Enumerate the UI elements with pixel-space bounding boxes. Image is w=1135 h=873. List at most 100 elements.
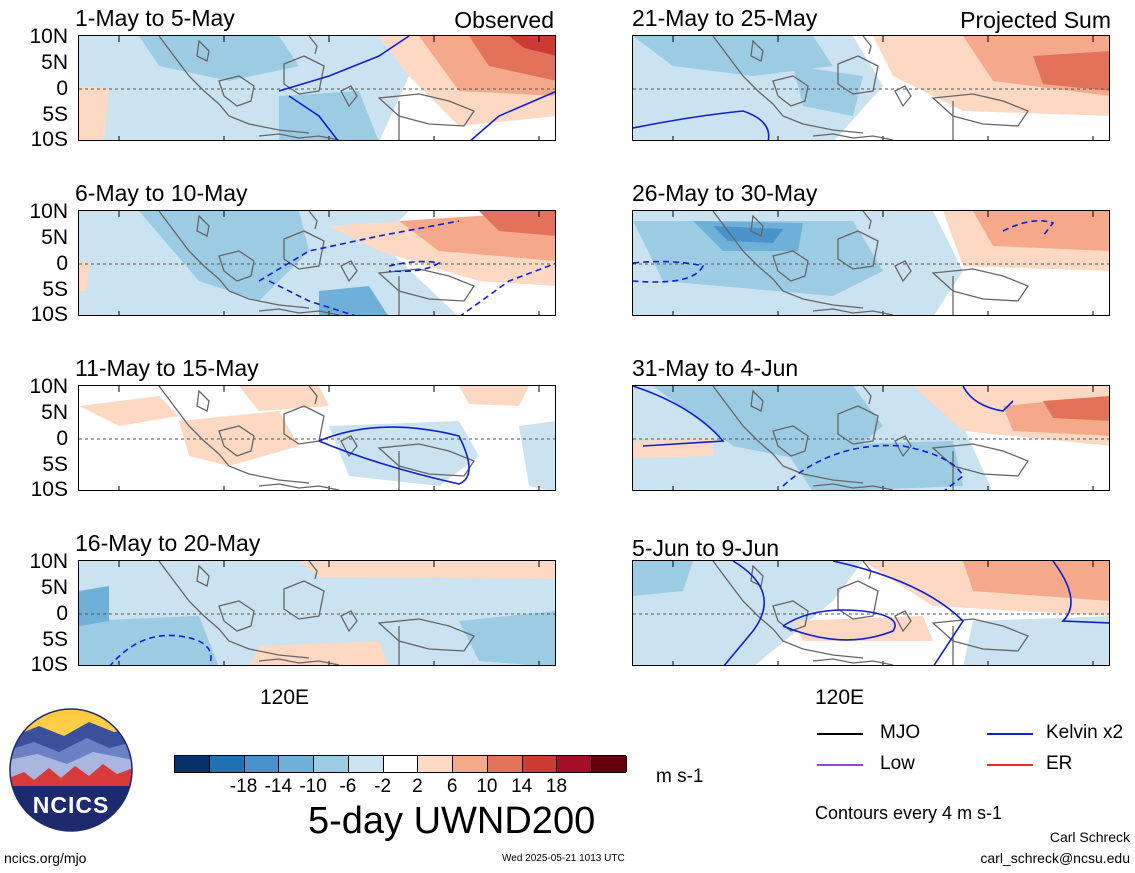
kelvin-contour xyxy=(723,561,765,665)
footer-timestamp: Wed 2025-05-21 1013 UTC xyxy=(502,853,625,864)
coastline xyxy=(283,55,325,95)
colorbar-tick-label: 2 xyxy=(412,776,423,797)
kelvin-contour xyxy=(288,95,339,140)
panel-title-4: 16-May to 20-May xyxy=(75,530,261,556)
coastline xyxy=(894,610,912,633)
kelvin-contour xyxy=(1052,561,1109,624)
kelvin-contour xyxy=(268,280,356,315)
colorbar-swatch xyxy=(453,756,488,772)
kelvin-contour xyxy=(460,262,555,315)
map-graphic xyxy=(633,36,1109,140)
map-graphic xyxy=(79,561,555,665)
wind-anomaly-shading xyxy=(973,211,1109,251)
coastline xyxy=(712,211,864,309)
colorbar-swatch xyxy=(557,756,593,772)
colorbar-tick-label: 6 xyxy=(446,776,458,797)
kelvin-contour xyxy=(318,426,470,485)
colorbar-swatch xyxy=(592,756,627,772)
coastline xyxy=(158,211,310,309)
wind-anomaly-shading xyxy=(1043,396,1109,421)
colorbar-swatch xyxy=(487,756,523,772)
coastline xyxy=(812,658,894,665)
wind-anomaly-shading xyxy=(279,91,379,140)
wind-anomaly-shading xyxy=(963,561,1109,601)
panel-title-7: 31-May to 4-Jun xyxy=(632,355,799,381)
wind-anomaly-shading xyxy=(963,616,1109,665)
coastline xyxy=(258,308,340,315)
legend-line-kelvin xyxy=(987,733,1033,735)
colorbar xyxy=(174,755,627,773)
wind-anomaly-shading xyxy=(179,411,299,466)
legend-line-mjo xyxy=(817,733,863,735)
kelvin-contour xyxy=(633,386,725,447)
legend-line-er xyxy=(987,764,1033,766)
coastline xyxy=(931,618,1029,652)
legend-label-low: Low xyxy=(880,753,915,774)
lon-label-right: 120E xyxy=(815,686,865,709)
colorbar-swatch xyxy=(314,756,349,772)
colorbar-tick-label: -10 xyxy=(299,776,327,797)
coastline xyxy=(837,580,879,620)
kelvin-contour xyxy=(278,36,410,92)
wind-anomaly-shading xyxy=(633,36,833,76)
wind-anomaly-shading xyxy=(459,611,555,665)
coastline xyxy=(308,561,318,580)
wind-anomaly-shading xyxy=(783,441,963,490)
colorbar-tick-label: -18 xyxy=(229,776,258,797)
colorbar-tick-label: -14 xyxy=(264,776,293,797)
panel-title-8: 5-Jun to 9-Jun xyxy=(632,535,780,561)
coastline xyxy=(196,389,210,412)
colorbar-swatch xyxy=(175,756,210,772)
coastline xyxy=(196,214,210,237)
legend-label-er: ER xyxy=(1046,753,1073,774)
wind-anomaly-shading xyxy=(479,211,555,236)
footer-author: Carl Schreck xyxy=(1049,829,1130,845)
kelvin-contour xyxy=(962,386,1014,412)
kelvin-contour xyxy=(782,444,965,490)
wind-anomaly-shading xyxy=(509,36,555,56)
coastline xyxy=(196,564,210,587)
wind-anomaly-shading xyxy=(519,421,555,490)
wind-anomaly-shading xyxy=(793,66,863,116)
coastline xyxy=(772,75,809,107)
panel-title-1: 1-May to 5-May xyxy=(75,5,235,31)
coastline xyxy=(862,36,872,55)
coastline xyxy=(218,250,255,282)
wind-anomaly-shading xyxy=(79,396,179,426)
wind-anomaly-shading xyxy=(79,616,219,665)
coastline xyxy=(258,483,340,490)
map-panel-6 xyxy=(632,210,1110,316)
map-graphic xyxy=(79,386,555,490)
map-panel-3 xyxy=(78,385,556,491)
coastline xyxy=(218,75,255,107)
map-panel-2 xyxy=(78,210,556,316)
footer-email: carl_schreck@ncsu.edu xyxy=(980,850,1130,866)
colorbar-swatch xyxy=(348,756,384,772)
wind-anomaly-shading xyxy=(633,561,693,596)
colorbar-tick-label: -6 xyxy=(339,776,357,797)
wind-anomaly-shading xyxy=(633,561,863,665)
map-graphic xyxy=(633,386,1109,490)
wind-anomaly-shading xyxy=(299,561,555,579)
projected-sum-tag: Projected Sum xyxy=(960,7,1111,33)
wind-anomaly-shading xyxy=(319,286,388,315)
coastline xyxy=(258,658,340,665)
coastline xyxy=(712,386,864,484)
footer-url[interactable]: ncics.org/mjo xyxy=(4,850,87,866)
kelvin-contour xyxy=(470,90,555,140)
wind-anomaly-shading xyxy=(79,261,89,291)
wind-anomaly-shading xyxy=(139,211,309,301)
wind-anomaly-shading xyxy=(459,386,529,406)
kelvin-contour xyxy=(633,110,770,140)
coastline xyxy=(340,85,358,108)
coastline xyxy=(812,133,894,140)
map-graphic xyxy=(79,36,555,140)
coastline xyxy=(340,610,358,633)
map-panel-4 xyxy=(78,560,556,666)
coastline xyxy=(196,39,210,62)
coastline xyxy=(308,36,318,55)
coastline xyxy=(218,425,255,457)
wind-anomaly-shading xyxy=(139,36,299,81)
map-graphic xyxy=(633,211,1109,315)
map-graphic xyxy=(79,211,555,315)
